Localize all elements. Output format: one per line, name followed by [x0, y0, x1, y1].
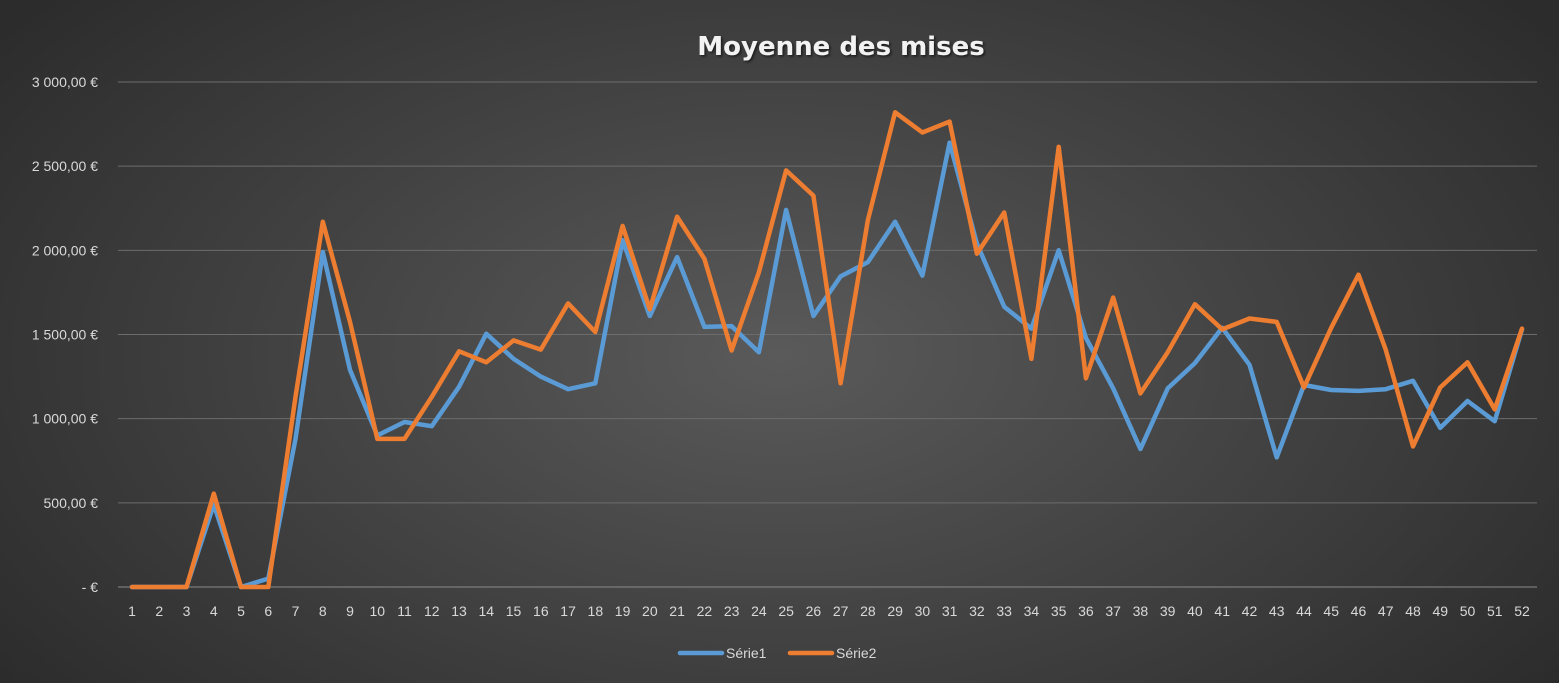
x-tick-label: 30 — [915, 603, 931, 619]
x-tick-label: 51 — [1487, 603, 1503, 619]
x-tick-label: 20 — [642, 603, 658, 619]
x-tick-label: 25 — [778, 603, 794, 619]
x-tick-label: 36 — [1078, 603, 1094, 619]
x-tick-label: 10 — [370, 603, 386, 619]
x-tick-label: 31 — [942, 603, 958, 619]
series-line-2 — [129, 110, 1525, 590]
x-tick-label: 17 — [560, 603, 576, 619]
y-tick-label: 1 500,00 € — [32, 327, 98, 343]
x-tick-label: 7 — [292, 603, 300, 619]
x-tick-label: 13 — [451, 603, 467, 619]
x-tick-label: 28 — [860, 603, 876, 619]
x-tick-label: 44 — [1296, 603, 1312, 619]
series-layer — [129, 110, 1525, 590]
x-tick-label: 18 — [588, 603, 604, 619]
x-tick-label: 39 — [1160, 603, 1176, 619]
x-tick-label: 24 — [751, 603, 767, 619]
x-tick-label: 15 — [506, 603, 522, 619]
x-tick-label: 37 — [1105, 603, 1121, 619]
y-tick-label: 2 500,00 € — [32, 158, 98, 174]
x-tick-label: 5 — [237, 603, 245, 619]
x-tick-label: 11 — [397, 603, 412, 619]
x-tick-label: 40 — [1187, 603, 1203, 619]
x-tick-label: 33 — [996, 603, 1012, 619]
y-tick-label: 1 000,00 € — [32, 411, 98, 427]
x-tick-label: 49 — [1432, 603, 1448, 619]
x-tick-label: 23 — [724, 603, 740, 619]
chart-title: Moyenne des mises — [697, 32, 984, 62]
x-tick-label: 6 — [264, 603, 272, 619]
x-tick-label: 1 — [128, 603, 136, 619]
x-tick-label: 32 — [969, 603, 985, 619]
x-tick-label: 34 — [1024, 603, 1040, 619]
legend: Série1 Série2 — [677, 645, 877, 661]
legend-label-2: Série2 — [836, 645, 877, 661]
x-tick-label: 50 — [1460, 603, 1476, 619]
y-tick-label: 3 000,00 € — [32, 74, 98, 90]
y-axis-labels: - € 500,00 € 1 000,00 € 1 500,00 € 2 000,00 … — [32, 74, 98, 595]
x-tick-label: 14 — [479, 603, 495, 619]
legend-label-1: Série1 — [726, 645, 767, 661]
gridlines — [118, 81, 1537, 588]
x-tick-label: 38 — [1133, 603, 1149, 619]
x-tick-label: 21 — [669, 603, 685, 619]
x-tick-label: 19 — [615, 603, 631, 619]
x-tick-label: 43 — [1269, 603, 1285, 619]
y-tick-label: 2 000,00 € — [32, 242, 98, 258]
x-tick-label: 2 — [155, 603, 163, 619]
x-tick-label: 52 — [1514, 603, 1530, 619]
x-tick-label: 9 — [346, 603, 354, 619]
x-tick-label: 3 — [183, 603, 191, 619]
x-tick-label: 42 — [1242, 603, 1258, 619]
x-tick-label: 22 — [697, 603, 713, 619]
x-axis-labels: 1 2 3 4 5 6 7 8 9 10 11 12 13 14 15 16 17 18 19 20 21 22 23 24 2… — [128, 603, 1530, 619]
x-tick-label: 41 — [1214, 603, 1230, 619]
x-tick-label: 16 — [533, 603, 549, 619]
x-tick-label: 45 — [1323, 603, 1339, 619]
x-tick-label: 29 — [887, 603, 903, 619]
x-tick-label: 4 — [210, 603, 218, 619]
y-tick-label: - € — [82, 579, 99, 595]
x-tick-label: 46 — [1351, 603, 1367, 619]
y-tick-label: 500,00 € — [44, 495, 99, 511]
x-tick-label: 26 — [806, 603, 822, 619]
x-tick-label: 8 — [319, 603, 327, 619]
x-tick-label: 27 — [833, 603, 849, 619]
x-tick-label: 47 — [1378, 603, 1394, 619]
x-tick-label: 35 — [1051, 603, 1067, 619]
x-tick-label: 48 — [1405, 603, 1421, 619]
x-tick-label: 12 — [424, 603, 440, 619]
